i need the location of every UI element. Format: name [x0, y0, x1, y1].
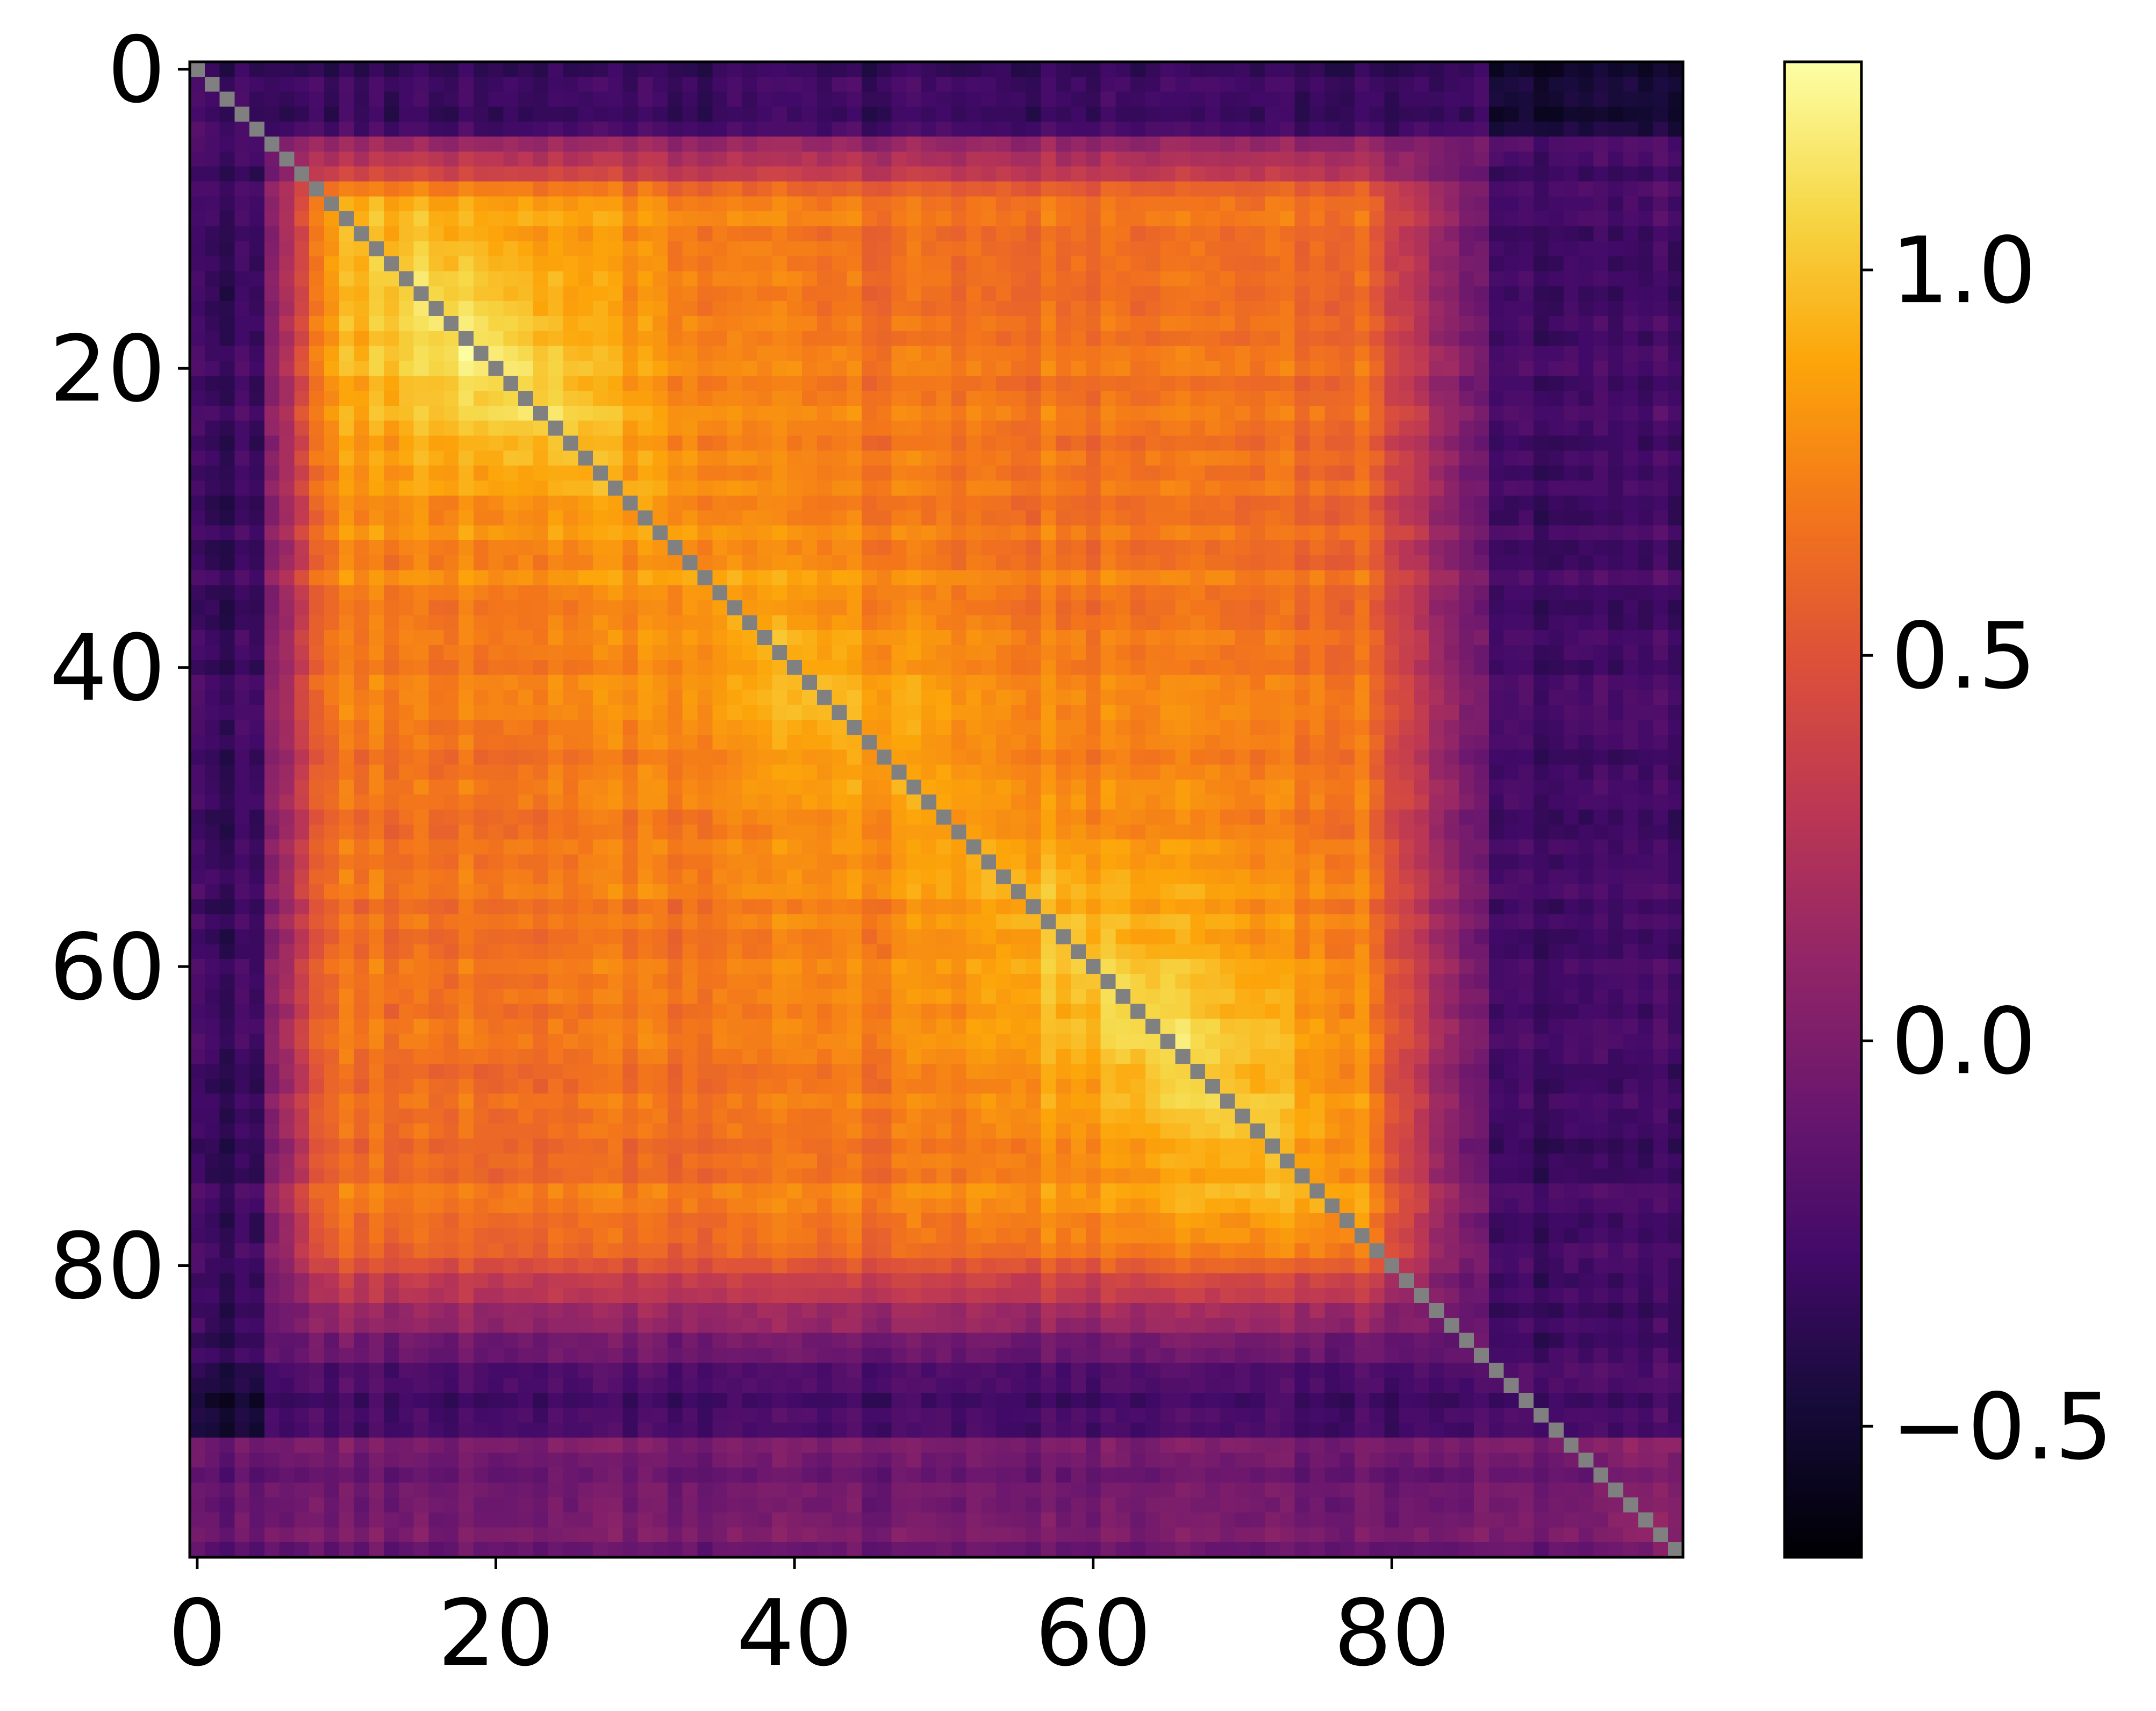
- colorbar-tick-label: 1.0: [1891, 218, 2036, 324]
- y-tick-label: 20: [49, 316, 166, 423]
- x-tick-label: 20: [438, 1580, 554, 1687]
- heatmap-cells: [190, 62, 1683, 1557]
- x-tick-label: 60: [1035, 1580, 1151, 1687]
- y-tick-label: 80: [49, 1214, 166, 1320]
- colorbar-tick-label: −0.5: [1891, 1374, 2113, 1480]
- colorbar-frame: [1783, 60, 1863, 1559]
- x-tick-label: 80: [1334, 1580, 1450, 1687]
- x-tick-label: 40: [736, 1580, 853, 1687]
- x-tick-label: 0: [168, 1580, 226, 1687]
- x-axis: 0 20 40 60 80: [168, 1557, 1450, 1687]
- y-tick-label: 60: [49, 914, 166, 1021]
- colorbar-axis: −0.5 0.0 0.5 1.0: [1861, 218, 2113, 1480]
- heatmap-frame: [188, 60, 1685, 1559]
- colorbar-gradient: [1785, 62, 1861, 1557]
- y-axis: 0 20 40 60 80: [49, 17, 190, 1320]
- colorbar-tick-label: 0.5: [1891, 603, 2036, 710]
- colorbar-tick-label: 0.0: [1891, 989, 2036, 1095]
- y-tick-label: 0: [108, 17, 166, 124]
- y-tick-label: 40: [49, 615, 166, 722]
